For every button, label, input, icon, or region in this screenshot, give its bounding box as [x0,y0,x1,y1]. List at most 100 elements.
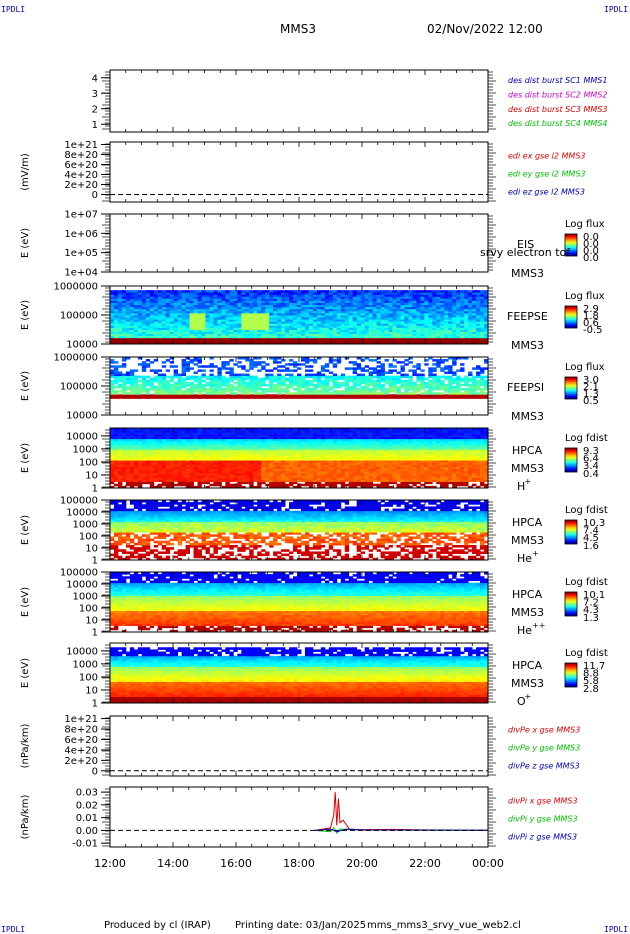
spectrogram-cell [472,392,477,395]
spectrogram-cell [293,315,298,318]
colorbar-tick: -0.5 [583,325,603,336]
spectrogram-cell [412,292,417,295]
spectrogram-cell [285,373,290,377]
spectrogram-cell [197,304,202,308]
spectrogram-cell [376,323,381,326]
spectrogram-cell [233,473,238,476]
spectrogram-cell [273,361,278,364]
spectrogram-cell [460,298,465,301]
spectrogram-cell [209,365,214,368]
spectrogram-cell [289,396,294,399]
spectrogram-cell [225,302,230,306]
spectrogram-cell [392,359,397,362]
spectrogram-cell [396,323,401,326]
spectrogram-cell [376,310,381,314]
spectrogram-cell [129,383,135,387]
spectrogram-cell [110,373,115,377]
spectrogram-cell [396,327,401,330]
spectrogram-cell [261,302,266,306]
spectrogram-cell [201,312,206,316]
spectrogram-cell [384,327,389,330]
spectrogram-cell [121,375,127,379]
spectrogram-cell [249,396,254,399]
spectrogram-cell [293,319,298,322]
spectrogram-cell [237,483,242,487]
spectrogram-cell [241,365,246,368]
spectrogram-cell [221,339,226,343]
spectrogram-cell [440,298,445,301]
spectrogram-cell [225,396,230,399]
spectrogram-cell [420,308,425,312]
spectrogram-cell [420,298,425,301]
spectrogram-cell [181,396,186,399]
spectrogram-cell [368,323,374,326]
spectrogram-cell [328,473,334,476]
spectrogram-cell [193,321,198,324]
spectrogram-cell [408,310,413,314]
spectrogram-cell [484,339,489,343]
spectrogram-cell [110,470,115,474]
spectrogram-cell [400,392,405,395]
spectrogram-cell [336,394,342,397]
spectrogram-cell [420,310,425,314]
spacecraft-title: MMS3 [280,22,316,36]
spectrogram-cell [400,296,405,299]
spectrogram-cell [169,292,175,295]
spectrogram-cell [133,473,139,476]
spectrogram-cell [392,377,397,381]
spectrogram-cell [169,473,175,476]
spectrogram-cell [452,485,457,489]
spectrogram-cell [416,367,421,370]
spectrogram-cell [436,290,441,293]
spectrogram-cell [253,363,258,366]
spectrogram-cell [161,298,167,301]
spectrogram-cell [392,369,397,372]
spectrogram-cell [440,325,445,328]
spectrogram-cell [129,331,135,335]
spectrogram-cell [420,312,425,316]
spectrogram-cell [400,292,405,295]
spectrogram-cell [265,327,270,330]
spectrogram-cell [113,365,119,368]
spectrogram-cell [110,335,115,339]
spectrogram-cell [304,331,310,335]
spectrogram-cell [137,327,143,330]
spectrogram-cell [300,339,306,343]
spectrogram-cell [145,396,151,399]
spectrogram-cell [432,363,437,366]
spectrogram-cell [293,361,298,364]
spectrogram-cell [169,306,175,310]
spectrogram-cell [221,379,226,383]
spectrogram-cell [348,292,354,295]
spectrogram-cell [141,325,147,328]
spectrogram-cell [241,481,246,485]
spectrogram-cell [221,294,226,297]
spectrogram-cell [213,323,218,326]
spectrogram-cell [424,481,429,485]
spectrogram-cell [464,481,469,485]
y-axis-label: E (eV) [20,228,31,258]
spectrogram-cell [412,473,417,476]
spectrogram-cell [277,300,282,303]
spectrogram-cell [384,319,389,322]
spectrogram-cell [229,468,234,472]
spectrogram-cell [444,327,449,330]
spectrogram-cell [169,317,175,320]
spectrogram-cell [209,375,214,379]
spectrogram-cell [388,394,393,397]
spectrogram-cell [372,325,377,328]
spectrogram-cell [452,473,457,476]
spectrogram-cell [464,300,469,303]
spectrogram-cell [225,341,230,345]
spectrogram-cell [472,337,477,341]
spectrogram-cell [141,306,147,310]
spectrogram-cell [281,470,286,474]
spectrogram-cell [177,335,183,339]
spectrogram-cell [380,394,385,397]
spectrogram-cell [412,333,417,337]
spectrogram-cell [436,331,441,335]
spectrogram-cell [273,390,278,393]
spectrogram-cell [173,369,179,372]
spectrogram-cell [412,323,417,326]
spectrogram-cell [133,323,139,326]
